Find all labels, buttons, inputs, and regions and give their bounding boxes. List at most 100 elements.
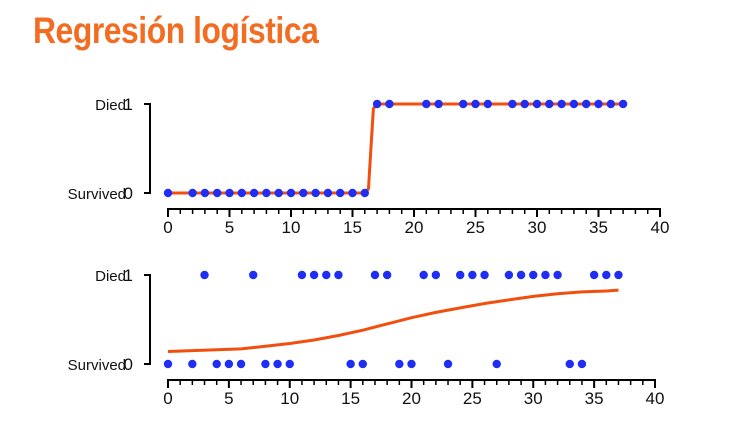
data-point [532, 99, 542, 109]
data-point [224, 359, 234, 369]
slide-title: Regresión logística [33, 10, 319, 51]
data-point [541, 270, 550, 280]
data-point [360, 188, 369, 198]
y-tick-label: 0 [124, 184, 133, 203]
data-point [262, 188, 271, 198]
data-point [188, 359, 197, 369]
data-point [431, 270, 441, 280]
data-point [225, 188, 234, 198]
data-point [602, 270, 611, 280]
data-point [516, 270, 526, 280]
data-point [483, 99, 492, 109]
x-tick-label: 35 [585, 389, 604, 408]
data-point [346, 359, 355, 369]
data-point [188, 188, 197, 198]
x-tick-label: 40 [651, 218, 670, 237]
data-point [395, 359, 404, 369]
data-point [334, 270, 343, 280]
x-tick-label: 25 [466, 218, 485, 237]
data-point [372, 99, 382, 109]
data-point [614, 270, 623, 280]
x-tick-label: 5 [225, 218, 234, 237]
data-point [237, 188, 246, 198]
data-point [309, 270, 319, 280]
data-point [492, 359, 501, 369]
data-point [594, 99, 603, 109]
data-point [565, 359, 574, 369]
y-category-label: Survived [68, 186, 126, 203]
data-point [456, 270, 465, 280]
data-point [471, 99, 480, 109]
data-point [323, 188, 333, 198]
data-point [385, 99, 394, 109]
y-category-label: Survived [68, 357, 126, 374]
data-point [286, 188, 296, 198]
data-point [273, 359, 282, 369]
data-point [589, 270, 599, 280]
data-point [200, 188, 210, 198]
y-tick-label: 1 [124, 95, 133, 114]
x-tick-label: 35 [589, 218, 608, 237]
logistic-curve [167, 288, 619, 353]
x-tick-label: 10 [280, 389, 299, 408]
data-point [285, 359, 294, 369]
data-point [212, 359, 221, 369]
data-point [443, 359, 453, 369]
data-point [274, 188, 283, 198]
x-tick-label: 20 [402, 389, 421, 408]
data-point [504, 270, 514, 280]
x-tick-label: 5 [224, 389, 233, 408]
data-point [236, 359, 246, 369]
data-point [299, 188, 308, 198]
logistic-curve [168, 102, 624, 195]
x-tick-label: 0 [163, 389, 172, 408]
data-point [508, 99, 517, 109]
data-point [370, 270, 380, 280]
y-category-label: Died [95, 97, 126, 114]
data-point [618, 99, 628, 109]
data-point [311, 188, 320, 198]
x-tick-label: 15 [343, 218, 362, 237]
x-tick-label: 30 [528, 218, 547, 237]
x-tick-label: 15 [341, 389, 360, 408]
data-point [582, 99, 591, 109]
x-tick-label: 10 [282, 218, 301, 237]
data-point [480, 270, 489, 280]
data-point [249, 188, 259, 198]
data-point [569, 99, 579, 109]
data-point [213, 188, 222, 198]
x-tick-label: 30 [524, 389, 543, 408]
data-point [529, 270, 538, 280]
data-point [459, 99, 468, 109]
data-point [358, 359, 367, 369]
data-point [520, 99, 529, 109]
data-point [468, 270, 477, 280]
data-point [434, 99, 443, 109]
data-point [407, 359, 416, 369]
data-point [297, 270, 307, 280]
data-point [553, 270, 562, 280]
data-point [348, 188, 357, 198]
y-tick-label: 1 [124, 266, 133, 285]
x-tick-label: 25 [463, 389, 482, 408]
data-point [577, 359, 587, 369]
data-point [422, 99, 431, 109]
data-point [200, 270, 209, 280]
y-category-label: Died [95, 268, 126, 285]
data-point [557, 99, 566, 109]
data-point [606, 99, 615, 109]
data-point [419, 270, 428, 280]
data-point [249, 270, 258, 280]
data-point [545, 99, 554, 109]
data-point [382, 270, 392, 280]
data-point [163, 188, 173, 198]
data-point [322, 270, 331, 280]
x-tick-label: 20 [405, 218, 424, 237]
data-point [261, 359, 270, 369]
data-point [336, 188, 345, 198]
x-tick-label: 40 [646, 389, 665, 408]
y-tick-label: 0 [124, 355, 133, 374]
